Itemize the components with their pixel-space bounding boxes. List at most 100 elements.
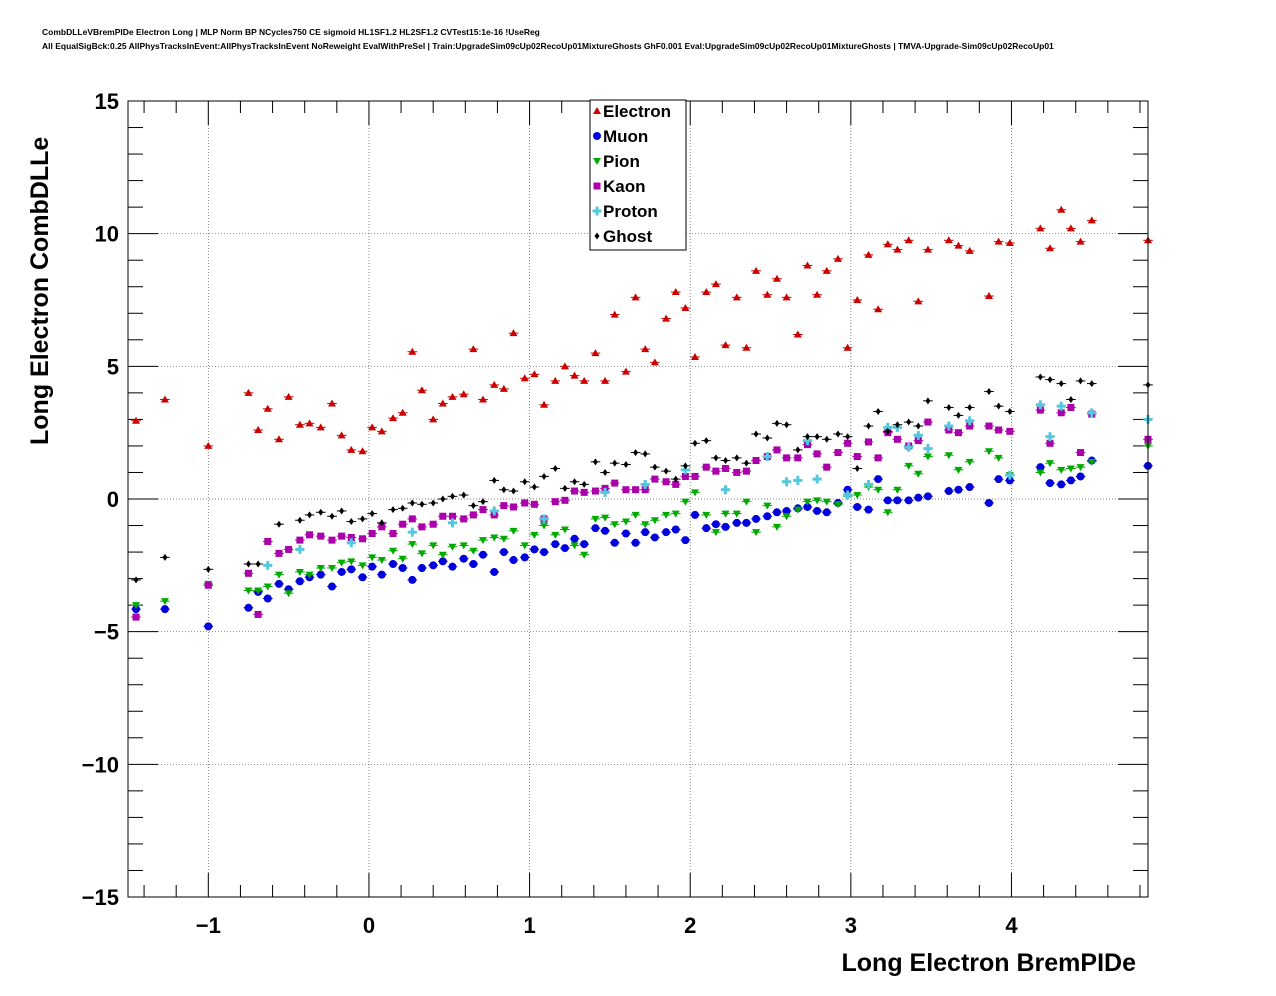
point-marker: [711, 529, 720, 537]
data-point-muon: [346, 565, 357, 574]
data-point-kaon: [720, 464, 731, 472]
data-point-proton: [539, 514, 549, 524]
data-point-muon: [1045, 479, 1055, 488]
data-point-electron: [812, 290, 822, 298]
data-point-pion: [984, 448, 994, 456]
data-point-muon: [315, 570, 326, 579]
point-marker: [429, 542, 438, 550]
data-point-proton: [1035, 400, 1046, 410]
point-marker: [752, 514, 761, 523]
data-point-ghost: [508, 487, 519, 495]
y-axis-title: Long Electron CombDLLe: [26, 137, 54, 445]
data-point-electron: [283, 392, 294, 400]
data-point-kaon: [367, 529, 377, 537]
data-point-electron: [1066, 224, 1076, 232]
point-marker: [1056, 401, 1066, 411]
point-marker: [650, 517, 659, 525]
point-marker: [499, 535, 508, 543]
data-point-proton: [793, 475, 803, 485]
data-point-kaon: [519, 499, 530, 507]
point-marker: [984, 498, 993, 507]
data-point-pion: [772, 523, 782, 531]
point-marker: [307, 511, 313, 519]
point-marker: [295, 568, 304, 576]
data-point-kaon: [560, 496, 570, 504]
point-marker: [742, 343, 751, 351]
point-marker: [994, 237, 1003, 245]
point-marker: [358, 447, 367, 455]
point-marker: [853, 453, 861, 461]
data-point-electron: [560, 362, 570, 370]
data-point-proton: [1086, 408, 1097, 418]
data-point-pion: [953, 466, 964, 474]
point-marker: [1046, 460, 1055, 468]
data-point-kaon: [1075, 449, 1086, 457]
point-marker: [337, 431, 346, 439]
point-marker: [499, 548, 508, 557]
point-marker: [480, 498, 486, 506]
data-point-proton: [964, 416, 975, 426]
data-point-pion: [438, 551, 448, 559]
point-marker: [285, 545, 293, 553]
point-marker: [448, 562, 457, 571]
data-point-muon: [621, 529, 631, 538]
point-marker: [721, 522, 730, 531]
point-marker: [671, 288, 680, 296]
data-point-ghost: [1075, 377, 1086, 385]
data-point-ghost: [821, 435, 832, 443]
point-marker: [822, 498, 831, 506]
point-marker: [132, 602, 141, 610]
point-marker: [914, 493, 923, 502]
point-marker: [338, 532, 346, 540]
data-point-electron: [550, 376, 561, 384]
point-marker: [1046, 439, 1054, 447]
point-marker: [1046, 479, 1055, 488]
data-point-pion: [447, 543, 458, 551]
legend-entry-pion: Pion: [593, 152, 640, 171]
point-marker: [570, 534, 579, 543]
point-marker: [732, 518, 741, 527]
point-marker: [408, 541, 417, 549]
data-point-ghost: [720, 457, 731, 465]
point-marker: [204, 441, 213, 449]
data-point-electron: [913, 297, 924, 305]
point-marker: [722, 464, 730, 472]
data-point-muon: [882, 496, 893, 505]
point-marker: [263, 560, 273, 570]
data-point-muon: [630, 538, 641, 547]
data-point-ghost: [802, 433, 813, 441]
point-marker: [438, 551, 447, 559]
point-marker: [954, 429, 962, 437]
point-marker: [752, 529, 761, 537]
point-marker: [274, 579, 283, 588]
point-marker: [752, 266, 761, 274]
data-point-pion: [701, 511, 712, 519]
data-point-ghost: [336, 507, 347, 515]
data-point-kaon: [701, 463, 712, 471]
data-point-pion: [882, 509, 893, 517]
point-marker: [160, 598, 169, 606]
data-point-ghost: [1005, 407, 1015, 415]
point-marker: [551, 498, 559, 506]
point-marker: [369, 510, 375, 518]
data-point-kaon: [609, 479, 620, 487]
data-point-muon: [842, 485, 853, 494]
data-point-kaon: [295, 536, 305, 544]
point-marker: [691, 510, 700, 519]
data-point-muon: [243, 603, 254, 612]
data-point-electron: [203, 441, 214, 449]
point-marker: [540, 522, 549, 530]
point-marker: [602, 468, 608, 476]
point-marker: [244, 603, 253, 612]
point-marker: [398, 408, 407, 416]
point-marker: [479, 506, 487, 514]
data-point-ghost: [539, 472, 549, 480]
point-marker: [804, 433, 810, 441]
data-point-electron: [863, 250, 874, 258]
point-marker: [263, 583, 272, 591]
point-marker: [500, 502, 508, 510]
data-point-kaon: [741, 467, 752, 475]
point-marker: [1037, 373, 1043, 381]
point-marker: [663, 467, 669, 475]
point-marker: [824, 435, 830, 443]
